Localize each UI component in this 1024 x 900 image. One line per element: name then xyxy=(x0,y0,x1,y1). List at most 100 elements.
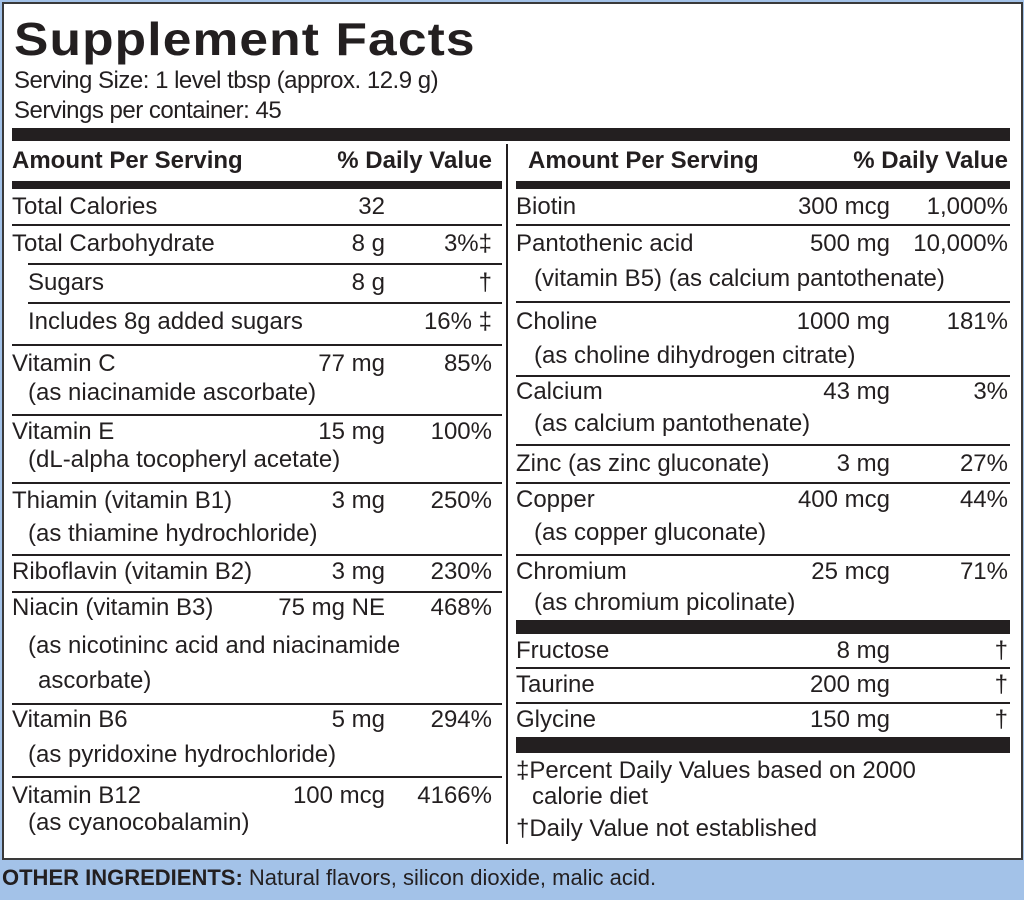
nutrient-daily-value: 27% xyxy=(959,450,1008,477)
row-divider xyxy=(516,224,1010,226)
row-divider xyxy=(12,482,502,484)
nutrient-daily-value: 3% xyxy=(973,378,1008,405)
nutrient-name: Chromium xyxy=(516,558,627,585)
left-header-dv: % Daily Value xyxy=(337,147,492,174)
nutrient-source: (as calcium pantothenate) xyxy=(534,410,811,437)
nutrient-daily-value: 294% xyxy=(430,706,492,733)
nutrient-name: Vitamin E xyxy=(12,418,115,445)
row-divider xyxy=(12,414,502,416)
nutrient-source: (dL-alpha tocopheryl acetate) xyxy=(28,446,341,473)
nutrient-amount: 400 mcg xyxy=(797,486,890,513)
nutrient-source: (as copper gluconate) xyxy=(534,519,767,546)
thick-divider xyxy=(12,128,1010,141)
nutrient-name: Vitamin B12 xyxy=(12,782,141,809)
row-divider xyxy=(12,344,502,346)
row-divider xyxy=(516,554,1010,556)
nutrient-name: Calcium xyxy=(516,378,603,405)
serving-size: Serving Size: 1 level tbsp (approx. 12.9… xyxy=(14,67,439,94)
nutrient-name: Total Calories xyxy=(12,193,158,220)
footnote-daily-values-cont: calorie diet xyxy=(532,783,649,810)
row-divider xyxy=(12,554,502,556)
nutrient-amount: 1000 mg xyxy=(796,308,890,335)
nutrient-daily-value: 1,000% xyxy=(926,193,1008,220)
nutrient-amount: 3 mg xyxy=(331,558,385,585)
nutrient-daily-value: † xyxy=(994,706,1008,733)
nutrient-source: (as pyridoxine hydrochloride) xyxy=(28,741,337,768)
nutrient-daily-value: † xyxy=(994,637,1008,664)
nutrient-name: Taurine xyxy=(516,671,595,698)
nutrient-daily-value: 181% xyxy=(946,308,1008,335)
row-divider xyxy=(28,302,502,304)
nutrient-name: Copper xyxy=(516,486,595,513)
nutrient-amount: 8 g xyxy=(351,269,385,296)
nutrient-daily-value: 3%‡ xyxy=(443,230,492,257)
other-ingredients-text: Natural flavors, silicon dioxide, malic … xyxy=(242,865,657,890)
nutrient-amount: 300 mcg xyxy=(797,193,890,220)
nutrient-daily-value: 85% xyxy=(443,350,492,377)
nutrient-amount: 43 mg xyxy=(823,378,890,405)
nutrient-amount: 8 mg xyxy=(836,637,890,664)
row-divider xyxy=(12,224,502,226)
nutrient-daily-value: 16% ‡ xyxy=(423,308,492,335)
supplement-facts-panel: Supplement Facts Serving Size: 1 level t… xyxy=(2,2,1023,860)
nutrient-daily-value: 468% xyxy=(430,594,492,621)
nutrient-daily-value: 4166% xyxy=(417,782,492,809)
thick-divider xyxy=(516,737,1010,753)
row-divider xyxy=(516,702,1010,704)
nutrient-name: Sugars xyxy=(28,269,105,296)
nutrient-daily-value: 44% xyxy=(959,486,1008,513)
nutrient-amount: 32 xyxy=(358,193,385,220)
nutrient-amount: 77 mg xyxy=(318,350,385,377)
nutrient-source: (as chromium picolinate) xyxy=(534,589,796,616)
nutrient-name: Vitamin B6 xyxy=(12,706,128,733)
nutrient-amount: 15 mg xyxy=(318,418,385,445)
footnote-not-established: †Daily Value not established xyxy=(516,815,818,842)
row-divider xyxy=(28,263,502,265)
header-rule-left xyxy=(12,181,502,189)
nutrient-amount: 5 mg xyxy=(331,706,385,733)
nutrient-name: Fructose xyxy=(516,637,610,664)
nutrient-amount: 500 mg xyxy=(809,230,890,257)
nutrient-source: (as niacinamide ascorbate) xyxy=(28,379,317,406)
nutrient-name: Includes 8g added sugars xyxy=(28,308,303,335)
nutrient-amount: 25 mcg xyxy=(811,558,890,585)
left-header-amount: Amount Per Serving xyxy=(12,147,243,174)
nutrient-name: Glycine xyxy=(516,706,597,733)
row-divider xyxy=(516,301,1010,303)
row-divider xyxy=(12,591,502,593)
thick-divider xyxy=(516,620,1010,634)
nutrient-daily-value: † xyxy=(994,671,1008,698)
row-divider xyxy=(12,703,502,705)
column-divider xyxy=(506,144,508,844)
nutrient-name: Biotin xyxy=(516,193,577,220)
other-ingredients-label: OTHER INGREDIENTS: xyxy=(2,865,243,890)
nutrient-source: (as nicotininc acid and niacinamide xyxy=(28,632,401,659)
header-rule-right xyxy=(516,181,1010,189)
nutrient-daily-value: † xyxy=(478,269,492,296)
nutrient-name: Niacin (vitamin B3) xyxy=(12,594,214,621)
nutrient-name: Vitamin C xyxy=(12,350,116,377)
nutrient-amount: 150 mg xyxy=(809,706,890,733)
row-divider xyxy=(516,444,1010,446)
row-divider xyxy=(516,375,1010,377)
nutrient-source: (as choline dihydrogen citrate) xyxy=(534,342,856,369)
right-header-amount: Amount Per Serving xyxy=(528,147,759,174)
nutrient-name: Total Carbohydrate xyxy=(12,230,215,257)
nutrient-daily-value: 250% xyxy=(430,487,492,514)
row-divider xyxy=(12,776,502,778)
nutrient-name: Choline xyxy=(516,308,598,335)
row-divider xyxy=(516,482,1010,484)
servings-per-container: Servings per container: 45 xyxy=(14,97,282,124)
nutrient-amount: 3 mg xyxy=(836,450,890,477)
nutrient-amount: 200 mg xyxy=(809,671,890,698)
nutrient-name: Riboflavin (vitamin B2) xyxy=(12,558,253,585)
nutrient-name: Thiamin (vitamin B1) xyxy=(12,487,233,514)
footnote-daily-values: ‡Percent Daily Values based on 2000 xyxy=(516,757,916,784)
nutrient-amount: 8 g xyxy=(351,230,385,257)
nutrient-source: (as cyanocobalamin) xyxy=(28,809,250,836)
nutrient-name: Pantothenic acid xyxy=(516,230,694,257)
nutrient-amount: 3 mg xyxy=(331,487,385,514)
nutrient-source: (vitamin B5) (as calcium pantothenate) xyxy=(534,265,945,292)
nutrient-daily-value: 100% xyxy=(430,418,492,445)
row-divider xyxy=(516,667,1010,669)
